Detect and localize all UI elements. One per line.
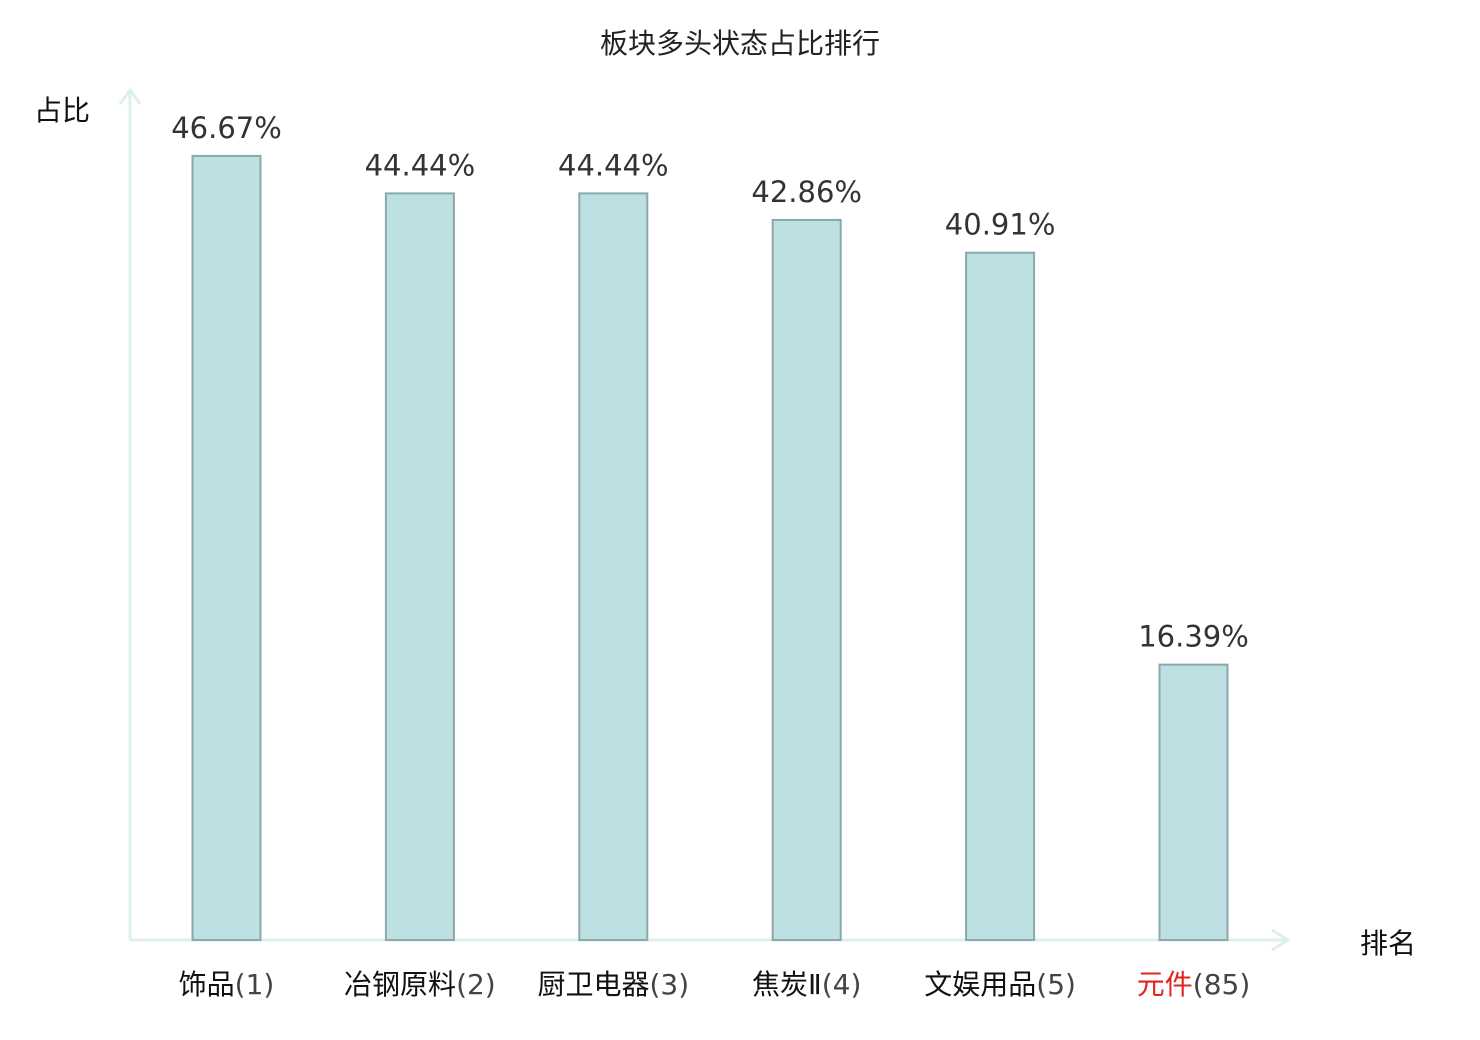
bar-value-label: 16.39% — [1138, 620, 1249, 654]
bar-value-label: 40.91% — [945, 208, 1056, 242]
bar — [191, 154, 262, 942]
category-tick-label: 冶钢原料(2) — [344, 968, 496, 1001]
category-tick-label: 元件(85) — [1137, 968, 1251, 1001]
category-tick-label: 饰品(1) — [179, 968, 275, 1001]
bar — [578, 192, 649, 941]
bar — [384, 192, 455, 941]
y-axis-arrow-icon — [118, 87, 142, 105]
category-tick-label: 焦炭Ⅱ(4) — [752, 968, 861, 1001]
bar-series — [191, 154, 1229, 942]
bar-value-label: 44.44% — [365, 148, 476, 182]
bar — [965, 251, 1036, 942]
category-tick-label: 文娱用品(5) — [924, 968, 1076, 1001]
bar-value-label: 46.67% — [171, 111, 282, 145]
bar-value-label: 44.44% — [558, 148, 669, 182]
value-labels: 46.67% 44.44% 44.44% 42.86% 40.91% 16.39% — [171, 111, 1249, 654]
category-labels: 饰品(1) 冶钢原料(2) 厨卫电器(3) 焦炭Ⅱ(4) 文娱用品(5) 元件(85) — [179, 968, 1251, 1001]
y-axis-label: 占比 — [34, 94, 90, 127]
x-axis-arrow-icon — [1271, 928, 1291, 952]
chart-title: 板块多头状态占比排行 — [600, 27, 880, 60]
axes — [118, 87, 1291, 952]
bar-value-label: 42.86% — [751, 175, 862, 209]
x-axis-label: 排名 — [1360, 927, 1416, 960]
bar — [1158, 663, 1229, 941]
category-tick-label: 厨卫电器(3) — [537, 968, 689, 1001]
bar — [771, 218, 842, 941]
